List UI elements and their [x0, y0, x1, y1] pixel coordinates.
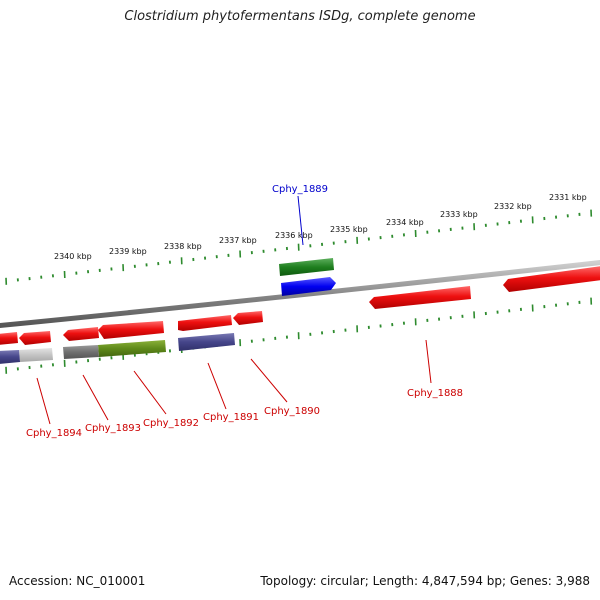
topology-summary: Topology: circular; Length: 4,847,594 bp…	[260, 574, 590, 588]
gene-cphy-1889-feature[interactable]	[279, 258, 334, 276]
scale-label: 2340 kbp	[54, 252, 92, 261]
feature-bar-olive-1892[interactable]	[98, 340, 166, 357]
gene-left-edge[interactable]	[0, 332, 18, 345]
scale-label: 2334 kbp	[386, 218, 424, 227]
gene-labels: Cphy_1889 Cphy_1888 Cphy_1890 Cphy_1891 …	[26, 184, 463, 439]
map-title: Clostridium phytofermentans ISDg, comple…	[124, 9, 476, 24]
scale-label: 2338 kbp	[164, 242, 202, 251]
gene-label-cphy-1889[interactable]: Cphy_1889	[272, 184, 328, 195]
accession-text: Accession: NC_010001	[9, 574, 146, 588]
scale-label: 2337 kbp	[219, 236, 257, 245]
scale-labels: 2340 kbp 2339 kbp 2338 kbp 2337 kbp 2336 kbp…	[54, 193, 587, 261]
gene-label-cphy-1893[interactable]: Cphy_1893	[85, 423, 141, 434]
scale-label: 2339 kbp	[109, 247, 147, 256]
scale-label: 2336 kbp	[275, 231, 313, 240]
feature-bar-gray-1893[interactable]	[63, 345, 99, 359]
scale-label: 2333 kbp	[440, 210, 478, 219]
gene-label-cphy-1890[interactable]: Cphy_1890	[264, 406, 320, 417]
gene-label-cphy-1894[interactable]: Cphy_1894	[26, 428, 82, 439]
gene-cphy-1891[interactable]	[178, 315, 232, 331]
feature-bar-light-1894[interactable]	[19, 348, 53, 362]
gene-cphy-1893[interactable]	[63, 327, 99, 341]
gene-cphy-1889[interactable]	[281, 277, 336, 296]
scale-ticks-outer	[5, 209, 593, 285]
genes	[0, 258, 600, 364]
genome-backbone	[0, 260, 600, 329]
feature-bar-purple-left[interactable]	[0, 350, 20, 364]
feature-bar-purple-1891[interactable]	[178, 333, 235, 351]
scale-label: 2331 kbp	[549, 193, 587, 202]
gene-label-cphy-1888[interactable]: Cphy_1888	[407, 388, 463, 399]
scale-label: 2332 kbp	[494, 202, 532, 211]
gene-cphy-1888[interactable]	[369, 286, 471, 309]
scale-label: 2335 kbp	[330, 225, 368, 234]
gene-cphy-1892[interactable]	[98, 321, 164, 339]
gene-cphy-1894[interactable]	[19, 331, 51, 345]
gene-label-cphy-1891[interactable]: Cphy_1891	[203, 412, 259, 423]
gene-cphy-1890[interactable]	[233, 311, 263, 325]
gene-label-cphy-1892[interactable]: Cphy_1892	[143, 418, 199, 429]
label-leaders	[36, 195, 432, 425]
gene-right-edge[interactable]	[503, 266, 600, 292]
